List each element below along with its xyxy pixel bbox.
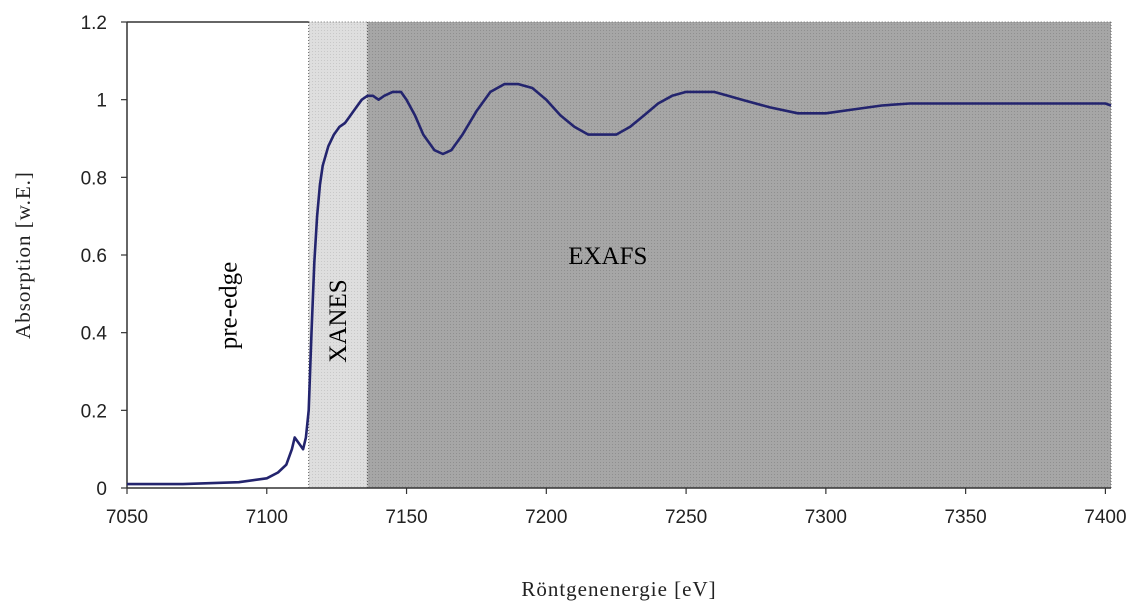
y-tick-label: 0.2	[81, 401, 107, 422]
y-tick-label: 1	[96, 91, 107, 112]
x-tick-label: 7050	[106, 507, 148, 528]
region-label-xanes: XANES	[325, 279, 352, 362]
labels: Röntgenenergie [eV] Absorption [w.E.] pr…	[11, 171, 716, 601]
x-tick-label: 7100	[246, 507, 288, 528]
absorption-series-line	[127, 82, 1112, 486]
x-axis-title: Röntgenenergie [eV]	[521, 577, 716, 601]
region-xanes-area	[308, 22, 368, 488]
x-tick-label: 7150	[385, 507, 427, 528]
series-layer	[127, 82, 1112, 486]
region-label-pre-edge: pre-edge	[215, 262, 242, 349]
x-tick-label: 7400	[1084, 507, 1126, 528]
y-tick-label: 0.8	[81, 168, 107, 189]
y-tick-label: 0	[96, 479, 107, 500]
x-tick-label: 7300	[805, 507, 847, 528]
x-tick-label: 7200	[525, 507, 567, 528]
y-axis-title: Absorption [w.E.]	[11, 171, 35, 339]
axes: 0 0.2 0.4 0.6 0.8 1 1.2 7050 7100 7150 7200 7250 730…	[81, 13, 1127, 528]
region-exafs-area	[367, 22, 1112, 488]
x-tick-label: 7350	[944, 507, 986, 528]
y-tick-label: 0.6	[81, 246, 107, 267]
y-tick-label: 0.4	[81, 324, 108, 345]
y-tick-label: 1.2	[81, 13, 107, 34]
region-label-exafs: EXAFS	[568, 243, 647, 270]
x-tick-label: 7250	[665, 507, 707, 528]
